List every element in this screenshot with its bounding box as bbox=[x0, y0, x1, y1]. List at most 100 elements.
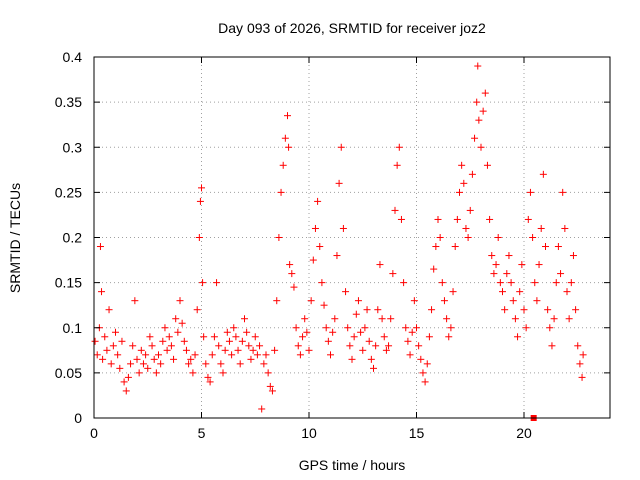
data-point bbox=[499, 288, 506, 296]
data-point bbox=[331, 315, 339, 323]
data-point bbox=[579, 351, 587, 359]
data-point bbox=[296, 351, 304, 359]
data-point bbox=[486, 215, 494, 223]
data-point bbox=[195, 234, 203, 241]
data-point bbox=[112, 328, 119, 336]
data-point bbox=[251, 333, 259, 341]
data-point bbox=[529, 234, 537, 241]
data-point bbox=[578, 373, 586, 381]
data-point bbox=[503, 270, 511, 278]
data-point bbox=[273, 297, 281, 305]
data-point bbox=[221, 346, 229, 354]
data-point bbox=[176, 297, 184, 305]
data-point bbox=[275, 234, 283, 241]
data-point bbox=[447, 324, 455, 332]
data-point bbox=[290, 283, 298, 291]
data-point bbox=[223, 328, 231, 336]
data-point bbox=[225, 337, 233, 345]
data-point bbox=[488, 252, 496, 260]
data-point bbox=[544, 306, 552, 314]
data-point bbox=[357, 328, 365, 336]
data-point bbox=[526, 188, 534, 196]
data-point bbox=[262, 351, 270, 359]
data-point bbox=[299, 333, 307, 341]
data-point bbox=[258, 405, 266, 413]
data-point bbox=[131, 297, 139, 305]
data-point bbox=[576, 360, 584, 368]
data-point bbox=[219, 369, 227, 377]
data-point bbox=[303, 328, 311, 336]
data-point bbox=[496, 279, 504, 287]
data-point bbox=[279, 161, 287, 169]
data-point bbox=[430, 265, 438, 273]
data-point bbox=[99, 355, 107, 363]
data-point bbox=[359, 346, 367, 354]
data-point bbox=[311, 224, 319, 232]
data-point bbox=[505, 252, 513, 260]
x-tick-label: 5 bbox=[198, 425, 206, 441]
data-point bbox=[307, 297, 315, 305]
data-point bbox=[563, 288, 571, 296]
data-point bbox=[443, 315, 451, 323]
data-point bbox=[436, 234, 444, 241]
data-point bbox=[367, 355, 375, 363]
data-point bbox=[389, 270, 397, 278]
data-point bbox=[284, 112, 291, 120]
data-point bbox=[204, 373, 212, 381]
data-point bbox=[301, 315, 309, 323]
data-point bbox=[492, 261, 500, 269]
data-point bbox=[400, 279, 408, 287]
data-point bbox=[167, 342, 175, 350]
data-point bbox=[285, 143, 293, 151]
data-point bbox=[322, 324, 330, 332]
data-point bbox=[253, 351, 261, 359]
data-point bbox=[520, 306, 528, 314]
data-point bbox=[438, 279, 446, 287]
data-point bbox=[109, 342, 117, 350]
data-point bbox=[292, 324, 300, 332]
data-point bbox=[395, 143, 403, 151]
data-point bbox=[135, 369, 143, 377]
chart-title: Day 093 of 2026, SRMTID for receiver joz… bbox=[218, 20, 486, 36]
x-tick-label: 0 bbox=[90, 425, 98, 441]
data-point bbox=[243, 328, 251, 336]
data-point bbox=[170, 355, 178, 363]
data-point bbox=[264, 369, 272, 377]
data-point bbox=[288, 270, 296, 278]
data-point bbox=[103, 346, 111, 354]
data-point bbox=[509, 297, 517, 305]
data-point bbox=[561, 224, 569, 232]
data-point bbox=[277, 188, 285, 196]
data-point bbox=[468, 170, 476, 178]
data-point bbox=[146, 333, 154, 341]
y-tick-label: 0 bbox=[74, 410, 82, 426]
data-point bbox=[236, 360, 244, 368]
data-point bbox=[337, 143, 345, 151]
data-point bbox=[182, 346, 190, 354]
data-point bbox=[352, 310, 360, 318]
data-point bbox=[501, 306, 509, 314]
data-point bbox=[516, 288, 524, 296]
data-point bbox=[569, 252, 577, 260]
data-point bbox=[93, 351, 101, 359]
data-point bbox=[456, 188, 463, 196]
data-point bbox=[370, 364, 377, 372]
data-point bbox=[305, 346, 313, 354]
data-point bbox=[105, 306, 113, 314]
data-point bbox=[393, 161, 401, 169]
data-point bbox=[462, 224, 470, 232]
data-points bbox=[91, 62, 587, 413]
data-point bbox=[559, 188, 567, 196]
data-point bbox=[189, 369, 197, 377]
data-point bbox=[550, 315, 558, 323]
data-point bbox=[421, 378, 429, 386]
y-tick-label: 0.15 bbox=[55, 275, 82, 291]
data-point bbox=[410, 297, 418, 305]
data-point bbox=[406, 351, 414, 359]
data-point bbox=[385, 342, 393, 350]
data-point bbox=[144, 364, 152, 372]
data-point bbox=[318, 279, 326, 287]
data-point bbox=[460, 179, 468, 187]
data-point bbox=[199, 279, 207, 287]
data-point bbox=[533, 297, 541, 305]
